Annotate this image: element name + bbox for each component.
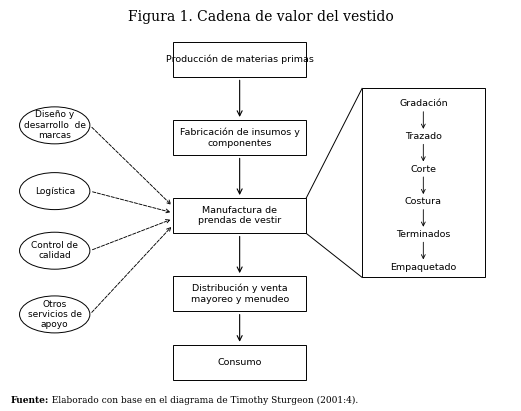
Text: Gradación: Gradación — [399, 99, 448, 109]
FancyBboxPatch shape — [173, 42, 306, 77]
Ellipse shape — [19, 232, 90, 269]
Text: Fabricación de insumos y
componentes: Fabricación de insumos y componentes — [180, 128, 300, 148]
Text: Consumo: Consumo — [217, 358, 262, 367]
FancyBboxPatch shape — [173, 277, 306, 312]
Text: Elaborado con base en el diagrama de Timothy Sturgeon (2001:4).: Elaborado con base en el diagrama de Tim… — [46, 396, 358, 405]
FancyBboxPatch shape — [173, 199, 306, 233]
Text: Empaquetado: Empaquetado — [390, 263, 456, 272]
Text: Trazado: Trazado — [405, 132, 442, 141]
Text: Diseño y
desarrollo  de
marcas: Diseño y desarrollo de marcas — [23, 111, 86, 140]
Text: Figura 1. Cadena de valor del vestido: Figura 1. Cadena de valor del vestido — [128, 10, 393, 24]
Ellipse shape — [19, 107, 90, 144]
Text: Corte: Corte — [411, 165, 436, 174]
Text: Terminados: Terminados — [396, 230, 451, 239]
FancyBboxPatch shape — [173, 120, 306, 155]
Text: Logística: Logística — [34, 187, 75, 196]
Text: Manufactura de
prendas de vestir: Manufactura de prendas de vestir — [198, 206, 281, 226]
FancyBboxPatch shape — [173, 345, 306, 380]
Ellipse shape — [19, 296, 90, 333]
Text: Costura: Costura — [405, 197, 442, 206]
FancyBboxPatch shape — [362, 88, 485, 277]
Text: Control de
calidad: Control de calidad — [31, 241, 78, 261]
Ellipse shape — [19, 173, 90, 210]
Text: Producción de materias primas: Producción de materias primas — [166, 55, 314, 65]
Text: Fuente:: Fuente: — [10, 396, 49, 405]
Text: Distribución y venta
mayoreo y menudeo: Distribución y venta mayoreo y menudeo — [191, 284, 289, 304]
Text: Otros
servicios de
apoyo: Otros servicios de apoyo — [28, 300, 82, 329]
